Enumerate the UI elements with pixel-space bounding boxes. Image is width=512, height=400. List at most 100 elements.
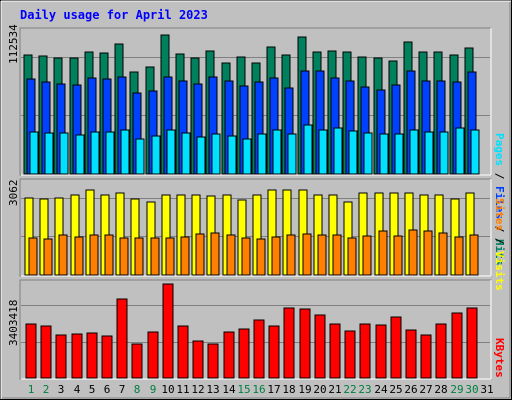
day-label: 1 <box>28 383 35 396</box>
pages-bar <box>455 127 465 175</box>
panel-top <box>19 27 492 176</box>
kbytes-bar <box>390 316 402 379</box>
day-label: 8 <box>134 383 141 396</box>
kbytes-bar <box>435 323 447 379</box>
kbytes-bar <box>283 307 295 379</box>
pages-bar <box>470 129 480 175</box>
pages-bar <box>59 132 69 175</box>
day-label: 13 <box>206 383 219 396</box>
pages-bar <box>394 133 404 175</box>
bottom-tick-label: 3403418 <box>7 300 20 346</box>
pages-bar <box>303 124 313 175</box>
kbytes-bar <box>420 334 432 379</box>
day-label: 30 <box>465 383 478 396</box>
day-label: 26 <box>404 383 417 396</box>
day-label: 2 <box>43 383 50 396</box>
sites-bar <box>317 234 327 276</box>
day-label: 4 <box>74 383 81 396</box>
sites-bar <box>119 237 129 276</box>
day-label: 15 <box>237 383 250 396</box>
kbytes-bar <box>359 323 371 379</box>
day-label: 20 <box>313 383 326 396</box>
pages-bar <box>333 127 343 175</box>
pages-bar <box>211 133 221 175</box>
pages-bar <box>29 131 39 175</box>
kbytes-bar <box>71 333 83 379</box>
kbytes-bar <box>314 314 326 379</box>
chart-title: Daily usage for April 2023 <box>20 8 208 22</box>
day-label: 5 <box>89 383 96 396</box>
day-label: 11 <box>176 383 189 396</box>
pages-bar <box>120 129 130 175</box>
pages-bar <box>363 132 373 175</box>
sites-bar <box>408 229 418 276</box>
kbytes-bar <box>223 331 235 379</box>
day-label: 10 <box>161 383 174 396</box>
kbytes-bar <box>162 283 174 379</box>
kbytes-bar <box>207 343 219 379</box>
kbytes-bar <box>375 324 387 379</box>
top-legend: Pages / Files / Hits <box>493 133 506 266</box>
sites-bar <box>362 235 372 276</box>
sites-bar <box>210 232 220 276</box>
pages-bar <box>105 131 115 175</box>
kbytes-bar <box>253 319 265 379</box>
pages-bar <box>424 131 434 175</box>
day-label: 9 <box>150 383 157 396</box>
top-tick-label: 112534 <box>7 24 20 64</box>
pages-bar <box>287 133 297 175</box>
svg-text:Pages / Files / Hits: Pages / Files / Hits <box>493 133 506 266</box>
day-label: 24 <box>374 383 388 396</box>
sites-bar <box>89 234 99 276</box>
pages-bar <box>44 132 54 175</box>
svg-text:Sites / Visits: Sites / Visits <box>493 198 506 291</box>
sites-bar <box>347 237 357 276</box>
day-label: 27 <box>419 383 432 396</box>
pages-bar <box>439 131 449 175</box>
day-label: 17 <box>267 383 280 396</box>
legend-sites: Sites <box>493 198 506 231</box>
day-label: 18 <box>282 383 295 396</box>
pages-bar <box>272 129 282 175</box>
day-label: 19 <box>298 383 311 396</box>
sites-bar <box>43 238 53 276</box>
day-label: 22 <box>343 383 356 396</box>
sites-bar <box>58 234 68 276</box>
day-label: 16 <box>252 383 265 396</box>
sites-bar <box>226 234 236 276</box>
pages-bar <box>135 138 145 175</box>
kbytes-bar <box>238 328 250 379</box>
day-label: 25 <box>389 383 402 396</box>
pages-bar <box>409 129 419 175</box>
kbytes-bar <box>116 298 128 379</box>
sites-bar <box>286 234 296 276</box>
bottom-legend: KBytes <box>493 338 506 378</box>
day-label: 31 <box>480 383 493 396</box>
sites-bar <box>378 230 388 276</box>
sites-bar <box>256 238 266 276</box>
sites-bar <box>454 236 464 276</box>
sites-bar <box>150 237 160 276</box>
sites-bar <box>104 234 114 276</box>
kbytes-bar <box>329 323 341 379</box>
kbytes-bar <box>405 329 417 379</box>
legend-hits: Hits <box>493 239 506 266</box>
day-labels: 1 2 3 4 5 6 7 8 9 10 11 12 13 14 15 16 17 18 19 20 21 22 23 24 2… <box>28 383 494 396</box>
kbytes-bar <box>344 330 356 379</box>
pages-bar <box>318 129 328 175</box>
sites-bar <box>180 236 190 276</box>
sites-bar <box>195 233 205 276</box>
legend-files: Files <box>493 186 506 219</box>
day-label: 29 <box>450 383 463 396</box>
sites-bar <box>469 234 479 276</box>
pages-bar <box>196 136 206 175</box>
pages-bar <box>166 129 176 175</box>
kbytes-bar <box>451 312 463 379</box>
kbytes-bar <box>299 308 311 379</box>
panel-bottom-bars <box>21 283 490 379</box>
day-label: 3 <box>58 383 65 396</box>
day-label: 12 <box>191 383 204 396</box>
sites-bar <box>134 237 144 276</box>
kbytes-bar <box>147 331 159 379</box>
